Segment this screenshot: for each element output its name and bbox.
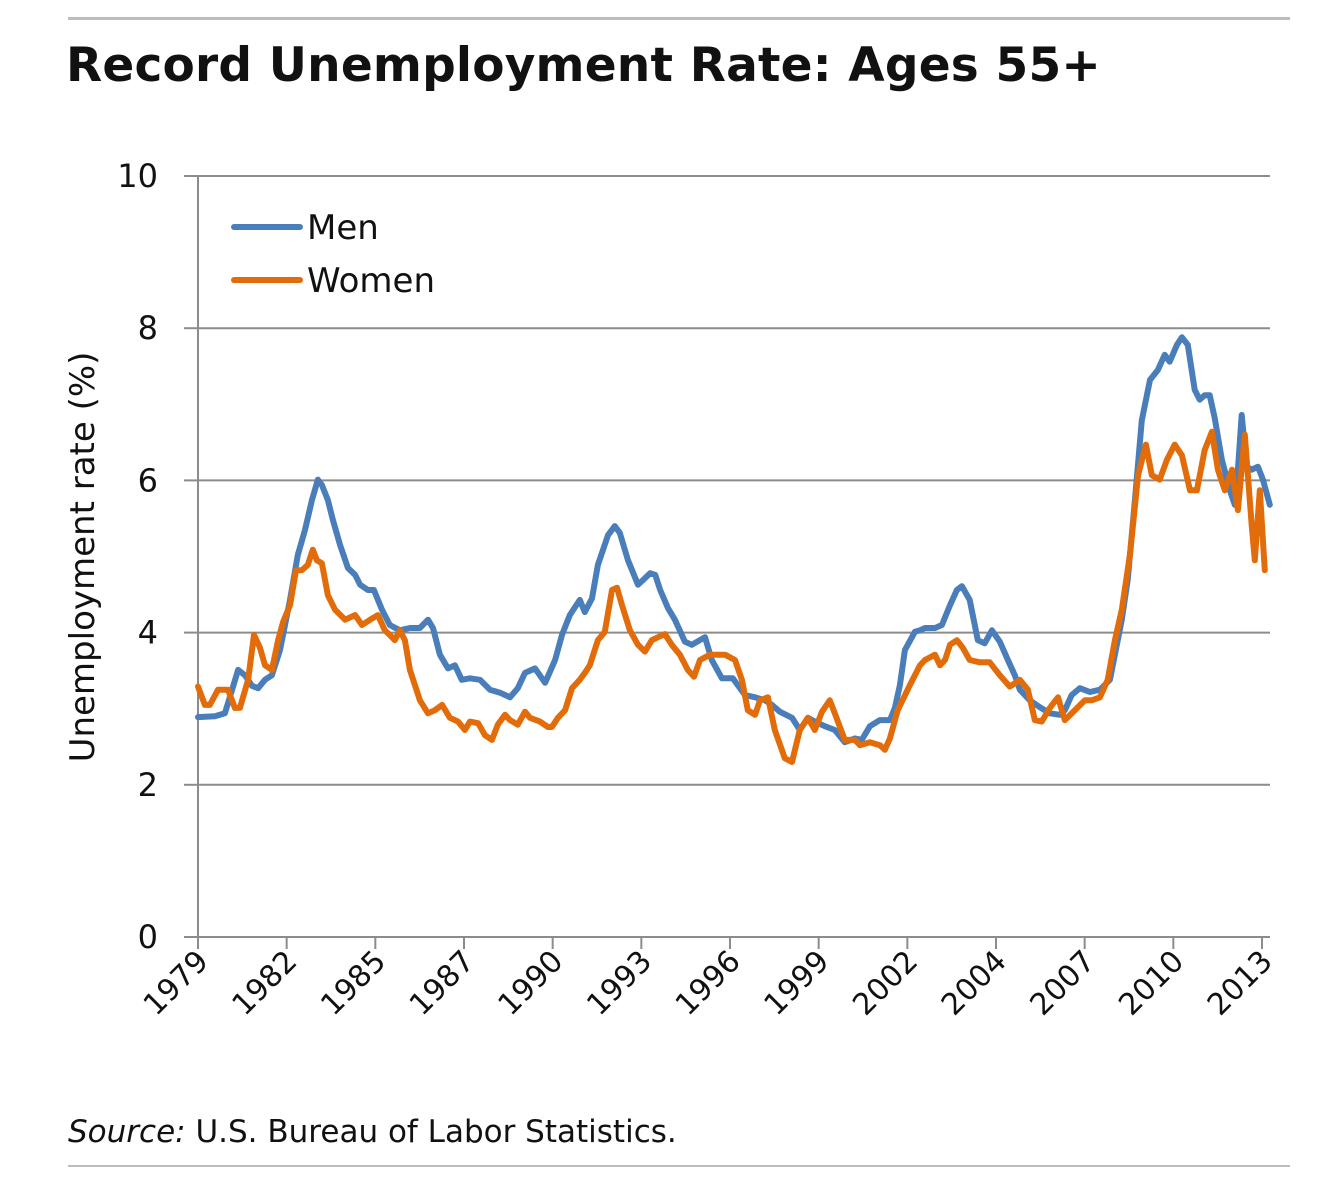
source-label: Source: (68, 1114, 186, 1150)
legend-label-men: Men (307, 208, 379, 248)
y-tick-label: 8 (138, 309, 158, 347)
x-tick-label: 1996 (669, 944, 748, 1023)
y-tick-label: 6 (138, 461, 158, 499)
series-line-women (195, 428, 1268, 765)
y-tick-label: 10 (117, 157, 158, 195)
series-lines (195, 334, 1273, 765)
x-tick-label: 2013 (1201, 944, 1280, 1023)
chart-title: Record Unemployment Rate: Ages 55+ (66, 38, 1101, 93)
x-tick-label: 1999 (758, 944, 837, 1023)
bottom-rule (68, 1165, 1290, 1167)
x-tick-label: 2002 (846, 944, 925, 1023)
x-tick-label: 2007 (1024, 944, 1103, 1023)
source-text: U.S. Bureau of Labor Statistics. (185, 1114, 677, 1150)
y-tick-label: 0 (138, 918, 158, 956)
gridlines (198, 175, 1270, 786)
x-tick-label: 1993 (580, 944, 659, 1023)
x-tick-label: 1987 (403, 944, 482, 1023)
y-axis-label: Unemployment rate (%) (63, 352, 103, 763)
y-tick-label: 2 (138, 766, 158, 804)
y-tick-label: 4 (138, 614, 158, 652)
source-note: Source: U.S. Bureau of Labor Statistics. (68, 1114, 677, 1150)
legend: Men Women (231, 208, 435, 301)
legend-label-women: Women (307, 261, 435, 301)
top-rule (68, 17, 1290, 20)
x-tick-label: 1990 (492, 944, 571, 1023)
x-tick-label: 2010 (1112, 944, 1191, 1023)
x-tick-label: 1985 (314, 944, 393, 1023)
x-tick-label: 2004 (935, 944, 1014, 1023)
x-tick-label: 1982 (226, 944, 305, 1023)
